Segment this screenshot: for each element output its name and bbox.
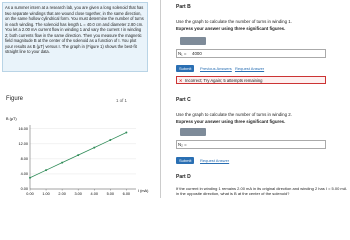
- prompt: Use the graph to calculate the number of…: [176, 19, 292, 24]
- feedback-text: Incorrect; Try Again; 5 attempts remaini…: [185, 78, 263, 83]
- x-tick-label: 4.00: [91, 192, 98, 196]
- feedback: ✕ Incorrect; Try Again; 5 attempts remain…: [176, 76, 326, 84]
- answer-label: N₂ =: [178, 142, 187, 147]
- divider: [160, 0, 161, 198]
- y-tick-label: 0.00: [21, 187, 28, 191]
- answer-label: N₁ =: [178, 51, 187, 56]
- previous-answers-link[interactable]: Previous Answers: [200, 66, 232, 71]
- instruction: Express your answer using three signific…: [176, 119, 286, 124]
- request-answer-link[interactable]: Request Answer: [235, 66, 265, 71]
- answer-value[interactable]: 4000: [192, 51, 202, 56]
- data-point: [77, 154, 80, 157]
- x-icon: ✕: [179, 78, 183, 83]
- instruction: Express your answer using three signific…: [176, 26, 286, 31]
- submit-button[interactable]: Submit: [176, 157, 195, 164]
- x-tick-label: 2.00: [58, 192, 65, 196]
- x-tick-label: 0.00: [26, 192, 33, 196]
- chart: B (μT) I (mA) 0.00 4.00 8.00 12.00 16.00 0.00 1.…: [6, 117, 149, 196]
- y-axis-label: B (μT): [6, 117, 17, 121]
- y-tick-label: 4.00: [21, 172, 28, 176]
- part-label[interactable]: Part C: [176, 97, 191, 103]
- prompt: Use the graph to calculate the number of…: [176, 112, 292, 117]
- page: As a summer intern at a research lab, yo…: [2, 0, 347, 198]
- x-axis-label: I (mA): [138, 189, 149, 193]
- y-tick-label: 12.00: [18, 142, 28, 146]
- data-point: [93, 146, 96, 149]
- data-point: [61, 161, 64, 164]
- toolbar[interactable]: [180, 37, 206, 45]
- part-label[interactable]: Part D: [176, 174, 191, 180]
- data-point: [109, 139, 112, 142]
- request-answer-link[interactable]: Request Answer: [200, 158, 230, 163]
- data-point: [29, 176, 31, 179]
- toolbar[interactable]: [180, 128, 206, 136]
- data-point: [45, 169, 48, 172]
- y-tick-label: 8.00: [21, 157, 28, 161]
- y-tick-label: 16.00: [18, 127, 28, 131]
- data-point: [125, 131, 128, 134]
- x-tick-label: 6.00: [123, 192, 130, 196]
- answer-input[interactable]: [176, 49, 326, 58]
- x-tick-label: 1.00: [42, 192, 49, 196]
- prompt: If the current in winding 1 remains 2.00…: [176, 186, 347, 196]
- part-label[interactable]: Part B: [176, 4, 191, 10]
- x-tick-label: 5.00: [107, 192, 114, 196]
- submit-button[interactable]: Submit: [176, 65, 195, 72]
- answer-input[interactable]: [176, 140, 326, 149]
- problem-text: As a summer intern at a research lab, yo…: [2, 2, 148, 72]
- figure-heading: Figure: [6, 96, 24, 102]
- x-tick-label: 3.00: [74, 192, 81, 196]
- figure-pager[interactable]: 1 of 1: [116, 98, 127, 103]
